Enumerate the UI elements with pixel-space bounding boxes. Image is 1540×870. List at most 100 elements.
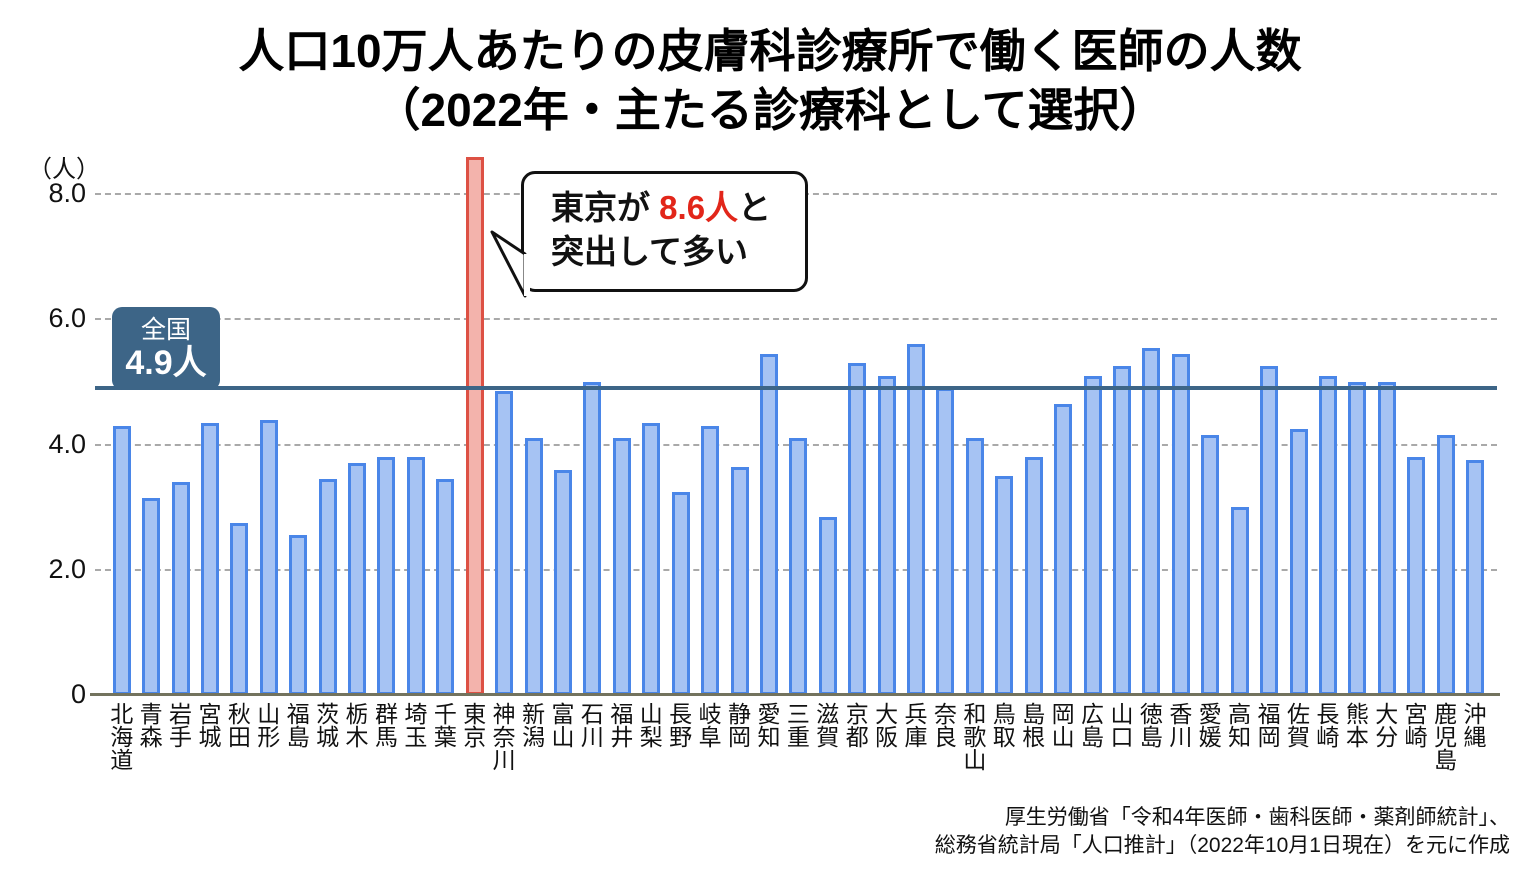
bar [1171,353,1190,695]
bar [289,535,308,695]
x-axis-label: 福岡 [1257,701,1281,750]
bar [995,475,1014,695]
bar [1201,435,1220,695]
x-axis-label: 高知 [1228,701,1252,750]
national-average-value: 4.9人 [125,343,207,382]
x-axis-label: 大阪 [875,701,899,750]
bar [318,479,337,695]
x-axis-label: 徳島 [1139,701,1163,750]
source-note: 厚生労働省「令和4年医師・歯科医師・薬剤師統計」、 総務省統計局「人口推計」（2… [935,804,1510,860]
national-average-label: 全国 [140,315,191,344]
x-axis-label: 鹿児島 [1434,701,1458,773]
bar [200,422,219,695]
bar [612,438,631,695]
bar [554,469,572,695]
bar [1436,435,1455,695]
callout-text-suffix: と [738,189,772,226]
bar [142,497,161,695]
x-axis-label: 富山 [551,701,575,750]
bar [1054,403,1073,695]
x-axis-label: 静岡 [728,701,752,750]
bar [377,457,396,695]
bar [171,482,190,695]
x-axis-label: 石川 [580,701,604,750]
tokyo-callout: 東京が 8.6人と 突出して多い [521,171,808,292]
chart-title-line2: （2022年・主たる診療科として選択） [374,84,1166,136]
source-line2: 総務省統計局「人口推計」（2022年10月1日現在）を元に作成 [934,834,1510,857]
bar [730,466,749,695]
x-axis-label: 鳥取 [992,701,1016,750]
bar [1466,460,1485,695]
y-tick-label: 4.0 [48,428,86,459]
bar [1230,507,1249,695]
y-tick-label: 6.0 [48,303,86,334]
bar [1348,382,1367,695]
x-axis-label: 宮城 [198,701,222,750]
x-axis-label: 和歌山 [963,701,987,773]
x-axis-label: 福井 [610,701,634,750]
x-axis-label: 山口 [1110,701,1134,750]
chart-title-line1: 人口10万人あたりの皮膚科診療所で働く医師の人数 [238,25,1302,77]
bar [642,422,661,695]
bar [1142,347,1161,695]
x-axis-label: 兵庫 [904,701,928,750]
bar [818,516,837,695]
national-average-line [95,386,1497,390]
bar [671,491,690,695]
x-axis-label: 島根 [1022,701,1046,750]
bar [848,363,867,695]
bar [436,479,455,695]
x-axis-label: 愛媛 [1198,701,1222,750]
bar [583,382,602,695]
x-axis-label: 栃木 [345,701,369,750]
x-axis-label: 北海道 [110,701,134,773]
x-axis-label: 山梨 [639,701,663,750]
x-axis-label: 愛知 [757,701,781,750]
x-axis-label: 香川 [1169,701,1193,750]
x-axis-label: 青森 [139,701,163,750]
y-tick-label: 0 [70,679,86,709]
bar [701,425,720,695]
bar [1083,375,1102,695]
bar [259,419,278,695]
x-axis-label: 茨城 [316,701,340,750]
bar [495,391,514,695]
callout-highlight-value: 8.6人 [659,189,739,226]
gridline-6 [95,318,1497,321]
bar [936,388,955,695]
x-axis-label: 広島 [1081,701,1105,750]
bar [1024,457,1043,695]
x-axis-label: 岩手 [169,701,193,750]
bar [965,438,984,695]
bar [1112,366,1131,695]
x-axis-label: 長野 [669,701,693,750]
y-axis-unit-label: （人） [28,156,100,183]
x-axis-label: 宮崎 [1404,701,1428,750]
bar [348,463,367,695]
x-axis-label: 新潟 [522,701,546,750]
bar [759,353,778,695]
x-axis-label: 群馬 [374,701,398,750]
bar [1377,382,1396,695]
bar [1289,428,1308,695]
bar [907,344,926,695]
x-axis-label: 沖縄 [1463,701,1487,750]
bar [112,425,131,695]
y-tick-label: 2.0 [48,553,86,584]
callout-text-prefix: 東京が [551,189,660,226]
x-axis-label: 東京 [463,701,487,750]
x-axis-label: 埼玉 [404,701,428,750]
bar [1260,366,1279,695]
x-axis-label: 大分 [1375,701,1399,750]
bar [877,375,896,695]
x-axis-label: 長崎 [1316,701,1340,750]
x-axis-line [90,693,1500,696]
chart-title: 人口10万人あたりの皮膚科診療所で働く医師の人数 （2022年・主たる診療科とし… [0,22,1540,140]
source-line1: 厚生労働省「令和4年医師・歯科医師・薬剤師統計」、 [1004,806,1510,829]
x-axis-label: 神奈川 [492,701,516,773]
x-axis-label: 岐阜 [698,701,722,750]
bar [230,522,249,695]
bar [524,438,543,695]
